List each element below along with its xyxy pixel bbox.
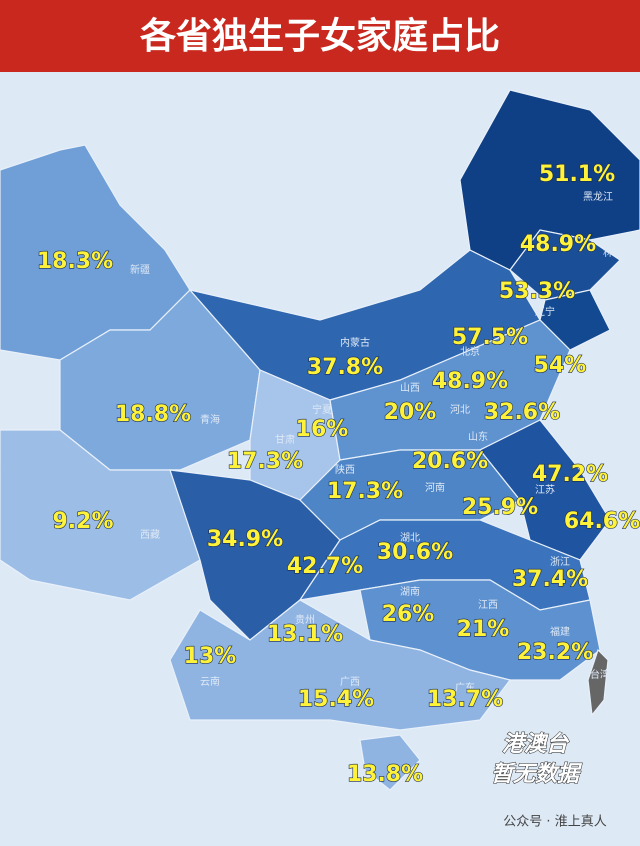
province-name: 湖南 [400, 585, 420, 598]
province-name: 甘肃 [275, 433, 295, 446]
percent-label: 16% [296, 417, 349, 442]
percent-label: 47.2% [532, 462, 608, 487]
percent-label: 13.1% [267, 622, 343, 647]
province-name: 江西 [478, 599, 498, 611]
percent-label: 57.5% [452, 325, 528, 350]
percent-label: 26% [382, 602, 435, 627]
percent-label: 13.8% [347, 762, 423, 787]
province-name: 广东 [455, 681, 475, 694]
percent-label: 25.9% [462, 495, 538, 520]
percent-label: 9.2% [52, 509, 113, 534]
percent-label: 21% [457, 617, 510, 642]
province-name: 云南 [200, 675, 220, 688]
province-name: 林 [603, 246, 613, 259]
province-shape [359, 734, 421, 791]
provinces [0, 89, 640, 791]
percent-label: 48.9% [432, 369, 508, 394]
province-name: 新疆 [130, 263, 150, 276]
province-shape [169, 599, 512, 731]
percent-label: 30.6% [377, 540, 453, 565]
province-name: 西藏 [140, 529, 160, 541]
percent-label: 32.6% [484, 400, 560, 425]
percent-label: 48.9% [520, 232, 596, 257]
province-name: 河南 [425, 481, 445, 494]
percent-label: 37.8% [307, 355, 383, 380]
province-name: 宁夏 [312, 403, 332, 416]
percent-label: 15.4% [298, 687, 374, 712]
percent-label: 51.1% [539, 162, 615, 187]
province-name: 青海 [200, 413, 220, 426]
note-line: 港澳台 [502, 731, 570, 757]
province-name: 陕西 [335, 463, 355, 476]
percent-label: 18.8% [115, 402, 191, 427]
percent-label: 64.6% [564, 509, 640, 534]
province-name: 黑龙江 [583, 190, 613, 203]
percent-label: 42.7% [287, 554, 363, 579]
title: 各省独生子女家庭占比 [140, 16, 500, 57]
percent-label: 17.3% [227, 449, 303, 474]
percent-label: 20.6% [412, 449, 488, 474]
province-name: 福建 [550, 625, 570, 638]
province-name: 广西 [340, 676, 360, 688]
province-name: 湖北 [400, 532, 420, 544]
province-name: 辽宁 [535, 305, 555, 318]
percent-label: 23.2% [517, 640, 593, 665]
watermark: 公众号 · 淮上真人 [503, 815, 606, 830]
title-bar [0, 0, 640, 72]
percent-label: 37.4% [512, 567, 588, 592]
taiwan-shape [587, 648, 609, 717]
percent-label: 34.9% [207, 527, 283, 552]
province-name: 北京 [460, 345, 480, 358]
province-name: 江苏 [535, 483, 555, 496]
percent-label: 13.7% [427, 687, 503, 712]
percent-label: 13% [184, 644, 237, 669]
note-line: 暂无数据 [491, 761, 583, 787]
percent-label: 54% [534, 353, 587, 378]
province-name: 山西 [400, 382, 420, 394]
percent-label: 53.3% [499, 279, 575, 304]
province-name: 河北 [450, 404, 470, 416]
percent-label: 17.3% [327, 479, 403, 504]
province-name: 台湾 [590, 668, 610, 681]
percent-label: 18.3% [37, 249, 113, 274]
province-name: 山东 [468, 430, 488, 443]
province-name: 贵州 [295, 613, 315, 626]
province-name: 内蒙古 [340, 336, 370, 349]
percent-label: 20% [384, 400, 437, 425]
province-name: 浙江 [550, 556, 570, 568]
